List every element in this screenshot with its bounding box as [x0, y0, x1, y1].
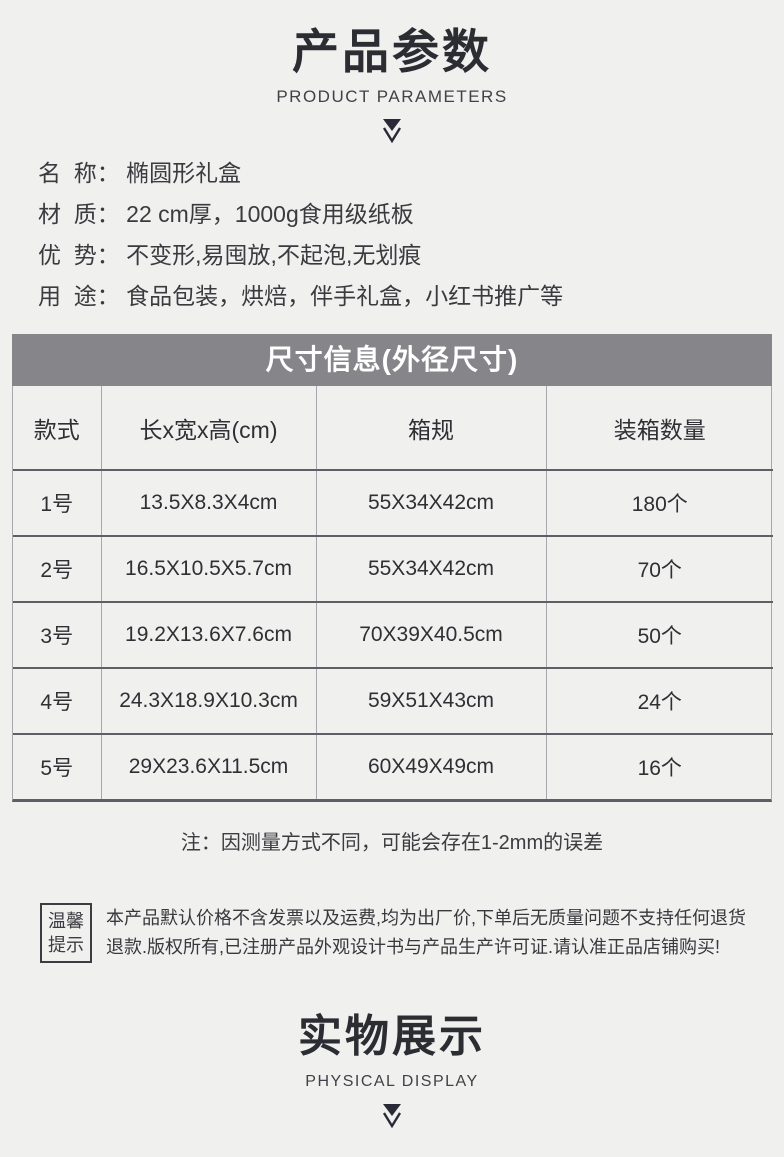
table-header-row: 款式 长x宽x高(cm) 箱规 装箱数量	[13, 386, 773, 470]
cell-dimensions: 19.2X13.6X7.6cm	[100, 601, 316, 668]
table-row: 1号 13.5X8.3X4cm 55X34X42cm 180个	[13, 469, 773, 536]
product-details-list: 名 称： 椭圆形礼盒 材 质： 22 cm厚，1000g食用级纸板 优 势： 不…	[38, 160, 784, 310]
detail-row-advantage: 优 势： 不变形,易囤放,不起泡,无划痕	[38, 242, 784, 269]
detail-value: 椭圆形礼盒	[126, 160, 242, 186]
detail-label: 用 途：	[38, 283, 127, 309]
warm-tip-label: 温馨 提示	[40, 903, 92, 963]
cell-quantity: 180个	[545, 469, 773, 536]
detail-value: 22 cm厚，1000g食用级纸板	[126, 201, 414, 227]
detail-row-material: 材 质： 22 cm厚，1000g食用级纸板	[38, 201, 784, 228]
column-header-carton: 箱规	[315, 386, 546, 470]
cell-carton: 55X34X42cm	[315, 535, 546, 602]
page-title: 产品参数	[292, 25, 492, 78]
column-header-dimensions: 长x宽x高(cm)	[100, 386, 316, 470]
cell-carton: 55X34X42cm	[315, 469, 546, 536]
detail-value: 不变形,易囤放,不起泡,无划痕	[126, 242, 422, 268]
cell-quantity: 16个	[545, 733, 773, 799]
measurement-note: 注：因测量方式不同，可能会存在1-2mm的误差	[180, 832, 604, 854]
detail-label: 名 称：	[38, 160, 127, 186]
page-subtitle: PRODUCT PARAMETERS	[276, 87, 508, 106]
cell-dimensions: 13.5X8.3X4cm	[100, 469, 316, 536]
column-header-quantity: 装箱数量	[545, 386, 773, 470]
cell-dimensions: 29X23.6X11.5cm	[100, 733, 316, 799]
size-table-caption: 尺寸信息(外径尺寸)	[12, 334, 772, 386]
physical-display-header: 实物展示 PHYSICAL DISPLAY	[0, 1009, 784, 1131]
cell-quantity: 50个	[545, 601, 773, 668]
cell-dimensions: 24.3X18.9X10.3cm	[100, 667, 316, 734]
double-chevron-down-icon	[0, 116, 784, 146]
section-subtitle: PHYSICAL DISPLAY	[305, 1073, 479, 1090]
column-header-model: 款式	[33, 416, 80, 443]
detail-row-usage: 用 途： 食品包装，烘焙，伴手礼盒，小红书推广等	[38, 283, 784, 310]
cell-model: 2号	[13, 535, 101, 602]
cell-dimensions: 16.5X10.5X5.7cm	[100, 535, 316, 602]
double-chevron-down-icon	[0, 1101, 784, 1131]
detail-value: 食品包装，烘焙，伴手礼盒，小红书推广等	[126, 283, 564, 309]
cell-model: 4号	[13, 667, 101, 734]
warm-tip-text-line1: 本产品默认价格不含发票以及运费,均为出厂价,下单后无质量问题不支持任何退货	[106, 908, 746, 928]
warm-tip: 温馨 提示 本产品默认价格不含发票以及运费,均为出厂价,下单后无质量问题不支持任…	[40, 903, 754, 963]
cell-model: 5号	[13, 733, 101, 799]
warm-tip-text: 本产品默认价格不含发票以及运费,均为出厂价,下单后无质量问题不支持任何退货 退款…	[106, 904, 746, 962]
cell-quantity: 24个	[545, 667, 773, 734]
detail-label: 优 势：	[38, 242, 127, 268]
table-row: 2号 16.5X10.5X5.7cm 55X34X42cm 70个	[13, 535, 773, 602]
cell-carton: 59X51X43cm	[315, 667, 546, 734]
table-row: 5号 29X23.6X11.5cm 60X49X49cm 16个	[13, 733, 773, 799]
size-info-section: 尺寸信息(外径尺寸) 款式 长x宽x高(cm) 箱规 装箱数量 1号 13.5X…	[12, 334, 773, 802]
cell-model: 3号	[13, 601, 101, 668]
cell-carton: 60X49X49cm	[315, 733, 546, 799]
section-title: 实物展示	[298, 1012, 486, 1061]
detail-label: 材 质：	[38, 201, 127, 227]
table-row: 4号 24.3X18.9X10.3cm 59X51X43cm 24个	[13, 667, 773, 734]
cell-quantity: 70个	[545, 535, 773, 602]
warm-tip-text-line2: 退款.版权所有,已注册产品外观设计书与产品生产许可证.请认准正品店铺购买!	[106, 937, 721, 957]
product-parameters-header: 产品参数 PRODUCT PARAMETERS	[0, 0, 784, 146]
cell-carton: 70X39X40.5cm	[315, 601, 546, 668]
warm-tip-label-line2: 提示	[48, 935, 84, 955]
warm-tip-label-line1: 温馨	[48, 911, 84, 931]
table-row: 3号 19.2X13.6X7.6cm 70X39X40.5cm 50个	[13, 601, 773, 668]
detail-row-name: 名 称： 椭圆形礼盒	[38, 160, 784, 187]
cell-model: 1号	[13, 469, 101, 536]
size-table: 款式 长x宽x高(cm) 箱规 装箱数量 1号 13.5X8.3X4cm 55X…	[13, 386, 773, 799]
